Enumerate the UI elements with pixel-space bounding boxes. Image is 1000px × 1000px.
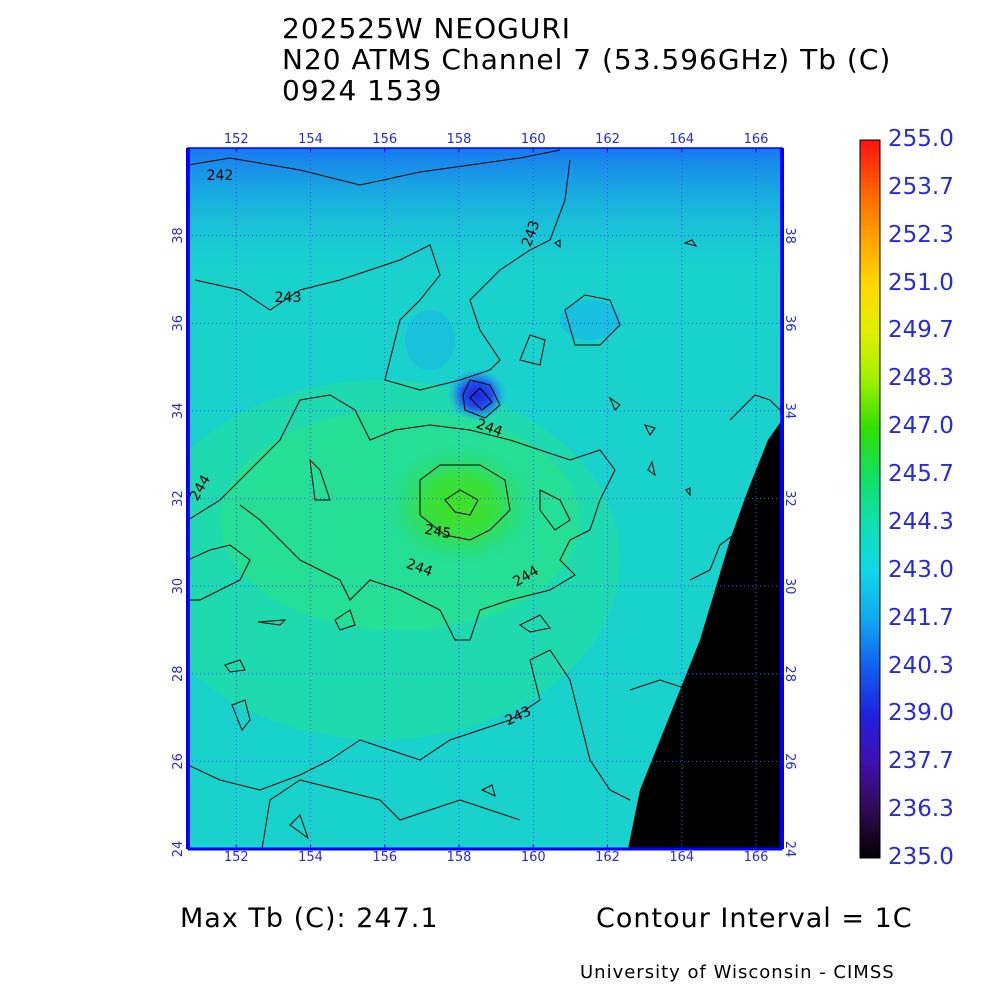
colorbar-segment-8 [860,522,880,572]
contours [188,149,781,849]
colorbar-segment-4 [860,331,880,380]
colorbar-label-0: 255.0 [888,126,954,152]
lat-tick-left-34: 34 [171,403,186,420]
lon-tick-bottom-160: 160 [521,850,546,865]
credit-label: University of Wisconsin - CIMSS [580,962,895,983]
lat-tick-left-30: 30 [171,578,186,595]
contour-label-0: 242 [207,168,234,184]
colorbar-label-15: 235.0 [888,844,954,870]
lon-tick-top-158: 158 [447,132,472,147]
colorbar-segment-14 [860,810,880,859]
lat-tick-right-28: 28 [782,665,797,682]
lat-ticks-left: 24 26 28 30 32 34 36 38 [171,227,186,857]
colorbar-segment-7 [860,475,880,524]
lat-tick-left-32: 32 [171,490,186,507]
colorbar-segment-10 [860,618,880,668]
lat-tick-left-26: 26 [171,753,186,770]
colorbar-segment-13 [860,762,880,811]
colorbar-label-9: 243.0 [888,556,954,583]
lat-tick-right-32: 32 [782,490,797,507]
lon-tick-top-160: 160 [521,132,546,147]
lon-tick-top-162: 162 [595,132,620,147]
lon-tick-top-154: 154 [298,132,323,147]
lon-tick-bottom-154: 154 [298,850,323,865]
lon-ticks-bottom: 152 154 156 158 160 162 164 166 [224,845,769,865]
lat-ticks-right: 24 26 28 30 32 34 36 38 [782,227,797,857]
lat-tick-right-34: 34 [782,403,797,420]
contour-interval-label: Contour Interval = 1C [596,903,913,934]
colorbar-label-4: 249.7 [888,317,954,344]
lat-tick-left-38: 38 [171,227,186,244]
colorbar-label-1: 253.7 [888,173,954,200]
lon-tick-bottom-152: 152 [224,850,249,865]
lon-tick-bottom-166: 166 [744,850,769,865]
graticule [188,148,782,849]
lat-tick-left-36: 36 [171,315,186,332]
colorbar-segment-3 [860,283,880,332]
colorbar-segment-0 [860,140,880,189]
colorbar-label-11: 240.3 [888,652,954,679]
lat-tick-right-26: 26 [782,753,797,770]
lon-tick-bottom-164: 164 [669,850,694,865]
lon-tick-bottom-158: 158 [447,850,472,865]
storm-title: 202525W NEOGURI [282,12,572,45]
colorbar-label-8: 244.3 [888,508,954,535]
contour-label-1: 243 [275,290,302,306]
lon-tick-top-152: 152 [224,132,249,147]
colorbar-label-7: 245.7 [888,461,954,488]
sensor-title: N20 ATMS Channel 7 (53.596GHz) Tb (C) [282,43,892,76]
lat-tick-left-28: 28 [171,665,186,682]
max-tb-label: Max Tb (C): 247.1 [180,903,439,934]
lat-tick-right-38: 38 [782,227,797,244]
colorbar-label-10: 241.7 [888,604,954,631]
colorbar-segment-1 [860,187,880,237]
colorbar-segment-6 [860,427,880,476]
colorbar-label-6: 247.0 [888,413,954,440]
colorbar-segment-12 [860,714,880,763]
lon-tick-top-156: 156 [372,132,397,147]
lat-tick-right-36: 36 [782,315,797,332]
colorbar-label-13: 237.7 [888,748,954,775]
lon-tick-bottom-162: 162 [595,850,620,865]
colorbar-label-5: 248.3 [888,365,954,392]
colorbar-segment-5 [860,379,880,428]
colorbar-segment-2 [860,235,880,285]
lon-ticks-top: 152 154 156 158 160 162 164 166 [224,132,769,152]
lon-tick-top-164: 164 [669,132,694,147]
colorbar-label-14: 236.3 [888,796,954,823]
lat-tick-left-24: 24 [171,841,186,858]
contour-label-7: 245 [423,522,452,542]
colorbar-label-2: 252.3 [888,221,954,248]
lon-tick-top-166: 166 [744,132,769,147]
datetime-title: 0924 1539 [282,74,443,107]
colorbar-segment-11 [860,666,880,715]
colorbar [859,139,881,859]
colorbar-label-3: 251.0 [888,269,954,296]
colorbar-label-12: 239.0 [888,700,954,727]
colorbar-segment-9 [860,570,880,620]
lon-tick-bottom-156: 156 [372,850,397,865]
lat-tick-right-24: 24 [782,841,797,858]
lat-tick-right-30: 30 [782,578,797,595]
